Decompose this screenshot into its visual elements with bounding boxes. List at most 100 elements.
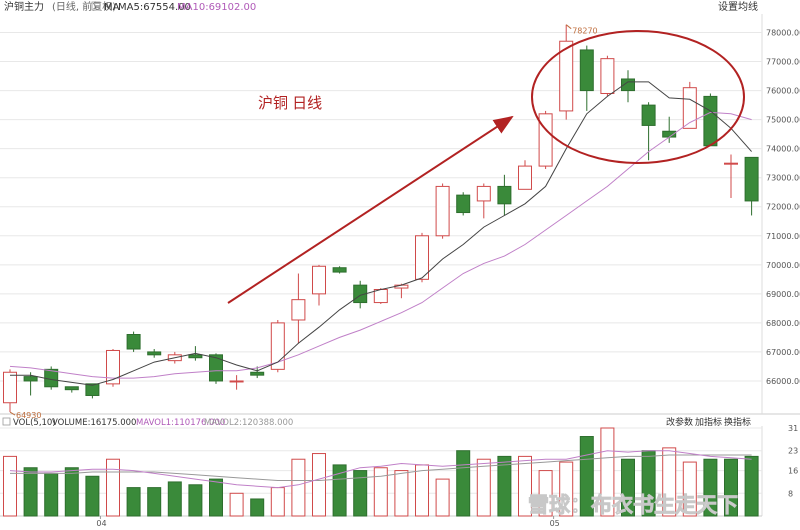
candle-body xyxy=(3,371,17,404)
candle-body xyxy=(518,165,532,190)
candle-body xyxy=(744,156,759,202)
change-params-button[interactable]: 改参数 xyxy=(666,416,693,428)
price-tick-label: 78000.00 xyxy=(766,29,800,38)
candlestick-series xyxy=(3,24,759,413)
volume-bar xyxy=(250,498,265,517)
volume-bar xyxy=(373,467,388,517)
candle xyxy=(3,369,17,413)
volume-bar xyxy=(435,478,450,517)
price-tick-label: 70000.00 xyxy=(766,261,800,270)
watermark: 雪球：布衣书生走天下 xyxy=(528,493,738,517)
volume-bar xyxy=(497,455,512,517)
settings-ma-button[interactable]: 设置均线 xyxy=(718,0,758,13)
candle-body xyxy=(641,104,656,126)
volume-bar xyxy=(744,455,759,517)
volume-bar xyxy=(456,450,471,517)
volume-bar xyxy=(64,467,79,517)
low-price-label: 64930 xyxy=(16,411,41,420)
ma10-line xyxy=(9,111,752,379)
candle-body xyxy=(312,265,326,295)
candle xyxy=(229,375,244,390)
candle-body xyxy=(600,58,615,94)
candle-body xyxy=(270,322,285,370)
candle-body xyxy=(85,383,100,396)
volume-bar xyxy=(44,472,59,517)
volume-bar xyxy=(23,467,38,517)
switch-indicator-button[interactable]: 换指标 xyxy=(724,416,751,428)
volume-bar xyxy=(85,475,100,517)
price-tick-label: 68000.00 xyxy=(766,319,800,328)
candle-body xyxy=(724,162,738,165)
volume-bar xyxy=(662,447,677,517)
candle xyxy=(703,93,718,147)
ma-toggle-checkbox[interactable] xyxy=(91,1,101,11)
mavol2-line xyxy=(10,454,752,481)
volume-bar xyxy=(600,427,615,517)
volume-tick-label: 23 xyxy=(788,447,798,456)
candle-body xyxy=(373,288,388,304)
candle-body xyxy=(456,194,471,214)
time-tick-label: 05 xyxy=(550,519,560,528)
candle xyxy=(559,24,574,120)
volume-bar xyxy=(415,464,429,517)
candle xyxy=(126,331,141,352)
candle xyxy=(373,288,388,305)
volume-bar xyxy=(126,487,141,517)
add-indicator-button[interactable]: 加指标 xyxy=(695,416,722,428)
candle-body xyxy=(64,386,79,391)
price-tick-label: 72000.00 xyxy=(766,203,800,212)
candle xyxy=(476,183,491,219)
symbol-title: 沪铜主力 xyxy=(4,0,44,13)
candle xyxy=(312,264,326,306)
vol-toggle-checkbox[interactable] xyxy=(2,417,11,426)
candle xyxy=(518,160,532,190)
volume-bar xyxy=(106,458,120,517)
trend-arrow xyxy=(227,115,514,304)
volume-bar xyxy=(724,458,738,517)
candle xyxy=(682,81,697,129)
candle xyxy=(64,386,79,393)
low-marker-line xyxy=(9,411,16,416)
volume-tick-label: 31 xyxy=(788,424,798,433)
candle-body xyxy=(538,113,553,167)
time-tick-label: 04 xyxy=(96,519,106,528)
ma10-value: MA10:69102.00 xyxy=(177,2,256,13)
candle-body xyxy=(209,354,223,382)
candle-body xyxy=(126,334,141,350)
candle-body xyxy=(476,185,491,202)
candle-body xyxy=(250,371,265,376)
candle xyxy=(538,110,553,169)
price-grid: 66000.00 67000.00 68000.00 69000.00 70000.00… xyxy=(0,29,800,386)
mavol2-value: MAVOL2:120388.000 xyxy=(204,418,293,428)
price-tick-label: 66000.00 xyxy=(766,377,800,386)
candle-body xyxy=(559,40,574,112)
candle xyxy=(456,192,471,216)
volume-bar xyxy=(188,484,203,517)
volume-bar xyxy=(270,487,285,517)
candle-body xyxy=(682,87,697,129)
price-tick-label: 75000.00 xyxy=(766,116,800,125)
candle-body xyxy=(497,185,512,205)
candle xyxy=(23,372,38,396)
volume-bar xyxy=(147,487,162,517)
volume-bar xyxy=(682,461,697,517)
candle xyxy=(270,319,285,373)
candle-body xyxy=(291,299,306,321)
candle xyxy=(579,45,594,111)
candle xyxy=(600,55,615,97)
candle-body xyxy=(23,376,38,382)
volume-bar xyxy=(559,461,574,517)
volume-bar xyxy=(394,470,409,517)
candle xyxy=(724,154,738,199)
candle xyxy=(291,273,306,344)
price-tick-label: 71000.00 xyxy=(766,232,800,241)
candle-body xyxy=(332,267,347,273)
candle-body xyxy=(703,95,718,147)
candle xyxy=(209,353,223,384)
volume-bar xyxy=(538,470,553,517)
candle xyxy=(497,174,512,216)
candle xyxy=(85,383,100,399)
vol-indicator-label: VOL(5,10) xyxy=(13,418,56,428)
candle-body xyxy=(579,49,594,92)
